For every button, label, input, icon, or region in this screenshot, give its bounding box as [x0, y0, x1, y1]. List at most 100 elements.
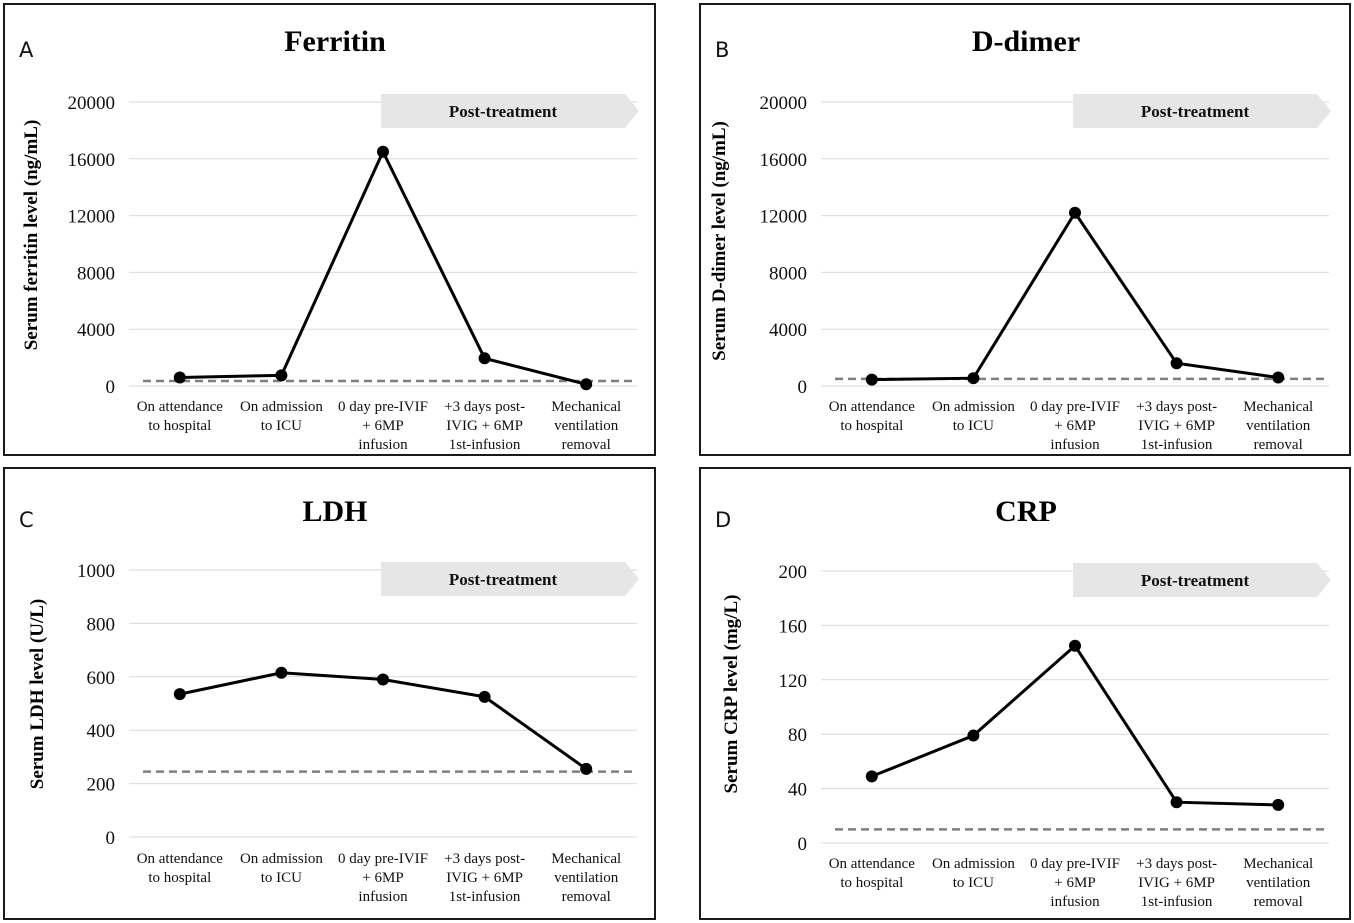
x-category-label: 0 day pre-IVIF	[1030, 856, 1120, 872]
x-category-label: IVIG + 6MP	[1138, 418, 1215, 434]
x-category-label: 0 day pre-IVIF	[338, 851, 428, 867]
y-tick-label: 16000	[68, 150, 116, 171]
x-category-label: On admission	[240, 399, 323, 415]
data-point	[1069, 206, 1081, 219]
x-category-label: infusion	[1050, 437, 1100, 453]
data-point	[275, 369, 288, 382]
data-point	[377, 145, 389, 158]
panel-b: B D-dimer Serum D-dimer level (ng/mL) 0 4000…	[699, 3, 1351, 456]
y-tick-label: 4000	[77, 320, 115, 341]
post-treatment-label: Post-treatment	[1141, 102, 1250, 121]
data-point	[967, 372, 980, 385]
y-tick-label: 1000	[77, 561, 115, 582]
y-tick-label: 120	[779, 671, 808, 692]
data-point	[1170, 357, 1183, 370]
chart-a: A Ferritin Serum ferritin level (ng/mL) 0 40…	[19, 25, 639, 453]
x-category-label: + 6MP	[362, 418, 403, 434]
x-category-label: +3 days post-	[444, 851, 525, 867]
x-category-label: to ICU	[953, 418, 994, 434]
x-category-label: 1st-infusion	[449, 889, 521, 905]
data-point	[865, 770, 878, 783]
panel-letter: B	[715, 38, 729, 62]
y-tick-label: 16000	[760, 150, 808, 171]
x-category-label: removal	[1254, 894, 1303, 910]
y-tick-label: 160	[779, 616, 808, 637]
post-treatment-arrow	[381, 562, 639, 596]
x-category-label: to ICU	[261, 418, 302, 434]
y-tick-label: 8000	[77, 263, 115, 284]
data-point	[478, 352, 491, 365]
post-treatment-label: Post-treatment	[1141, 571, 1250, 590]
y-tick-label: 0	[798, 834, 808, 855]
chart-title: CRP	[995, 495, 1057, 528]
x-category-label: Mechanical	[551, 851, 621, 867]
x-category-label: IVIG + 6MP	[446, 418, 523, 434]
x-category-label: 1st-infusion	[449, 437, 521, 453]
y-axis-label: Serum ferritin level (ng/mL)	[21, 120, 42, 351]
y-tick-label: 8000	[769, 263, 807, 284]
data-point	[1170, 796, 1183, 809]
x-category-label: removal	[1254, 437, 1303, 453]
x-category-label: 1st-infusion	[1141, 437, 1213, 453]
data-point	[865, 373, 878, 386]
x-category-label: IVIG + 6MP	[1138, 875, 1215, 891]
data-point	[173, 371, 186, 384]
x-category-label: removal	[562, 437, 611, 453]
y-tick-label: 80	[788, 725, 807, 746]
x-category-label: On admission	[932, 856, 1015, 872]
x-category-label: ventilation	[554, 870, 619, 886]
chart-title: Ferritin	[284, 25, 386, 58]
y-axis-label: Serum LDH level (U/L)	[27, 599, 48, 790]
post-treatment-arrow	[381, 94, 639, 128]
x-category-label: infusion	[1050, 894, 1100, 910]
x-category-label: +3 days post-	[444, 399, 525, 415]
chart-title: D-dimer	[972, 25, 1080, 58]
x-category-label: to hospital	[148, 418, 211, 434]
data-point	[478, 690, 491, 703]
y-tick-label: 40	[788, 780, 807, 801]
post-treatment-label: Post-treatment	[449, 102, 558, 121]
panel-d: D CRP Serum CRP level (mg/L) 0 40 80 120 160 200…	[699, 467, 1351, 920]
x-category-label: to hospital	[148, 870, 211, 886]
data-point	[275, 666, 288, 679]
data-point	[1272, 798, 1285, 811]
y-tick-label: 12000	[68, 207, 116, 228]
x-category-label: to hospital	[840, 875, 903, 891]
y-tick-label: 0	[106, 377, 116, 398]
data-point	[967, 729, 980, 742]
chart-b: B D-dimer Serum D-dimer level (ng/mL) 0 4000…	[709, 25, 1331, 453]
y-tick-label: 200	[779, 562, 808, 583]
x-category-label: Mechanical	[551, 399, 621, 415]
x-category-label: On admission	[240, 851, 323, 867]
y-tick-label: 12000	[760, 207, 808, 228]
y-tick-label: 20000	[760, 93, 808, 114]
panel-letter: D	[715, 508, 731, 532]
panel-a: A Ferritin Serum ferritin level (ng/mL) 0 40…	[3, 3, 656, 456]
x-category-label: 1st-infusion	[1141, 894, 1213, 910]
x-category-label: infusion	[358, 889, 408, 905]
x-category-label: +3 days post-	[1136, 856, 1217, 872]
x-category-label: + 6MP	[362, 870, 403, 886]
series-line	[179, 148, 587, 386]
x-category-label: ventilation	[1246, 875, 1311, 891]
panel-letter: C	[19, 508, 34, 532]
series-line	[179, 671, 588, 771]
x-category-label: On attendance	[829, 399, 916, 415]
x-category-label: Mechanical	[1243, 399, 1313, 415]
chart-d: D CRP Serum CRP level (mg/L) 0 40 80 120 160 200…	[715, 495, 1331, 910]
x-category-label: to hospital	[840, 418, 903, 434]
y-tick-label: 4000	[769, 320, 807, 341]
x-category-label: On admission	[932, 399, 1015, 415]
data-point	[173, 688, 186, 701]
post-treatment-arrow	[1073, 94, 1331, 128]
x-category-label: 0 day pre-IVIF	[1030, 399, 1120, 415]
x-category-label: On attendance	[137, 399, 224, 415]
y-tick-label: 200	[87, 775, 116, 796]
post-treatment-label: Post-treatment	[449, 570, 558, 589]
x-category-label: On attendance	[829, 856, 916, 872]
x-category-label: +3 days post-	[1136, 399, 1217, 415]
y-axis-label: Serum D-dimer level (ng/mL)	[709, 121, 730, 361]
x-category-label: Mechanical	[1243, 856, 1313, 872]
series-line	[871, 643, 1279, 807]
x-category-label: IVIG + 6MP	[446, 870, 523, 886]
